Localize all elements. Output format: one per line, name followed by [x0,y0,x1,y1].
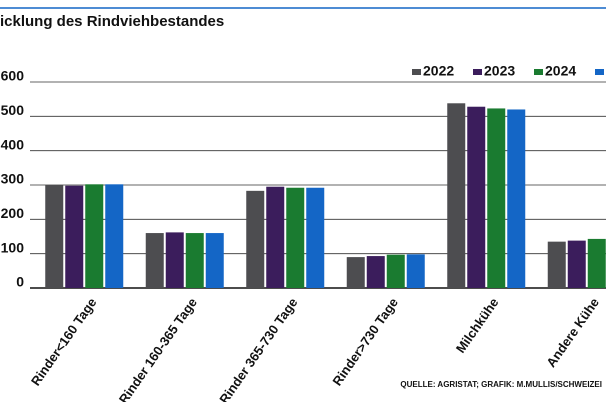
chart-title: icklung des Rindviehbestandes [0,13,224,30]
x-tick-label: Rinder 365-730 Tage [216,295,300,402]
legend-swatch [534,69,543,75]
x-tick-label: Rinder 160-365 Tage [116,295,200,402]
bar [85,184,104,288]
legend-label: 2022 [423,63,454,79]
y-tick-label: 200 [1,205,25,221]
bar [105,184,124,288]
bar [286,187,305,288]
bar [447,103,466,288]
bar [246,190,265,288]
legend-swatch [595,69,604,75]
bar [45,185,64,288]
bar [266,186,285,288]
bar [567,240,586,288]
x-tick-label: Milchkühe [453,295,502,356]
bar [306,187,325,288]
bar [145,233,164,288]
y-tick-label: 500 [1,102,25,118]
bar [386,254,405,288]
legend-swatch [412,69,421,75]
y-tick-label: 400 [1,136,25,152]
source: QUELLE: AGRISTAT; GRAFIK: M.MULLIS/SCHWE… [400,380,602,389]
y-tick-label: 300 [1,171,25,187]
bar [587,238,606,288]
bar [467,106,486,288]
bar [65,185,84,288]
y-tick-label: 600 [1,68,25,84]
x-tick-label: Rinder<160 Tage [28,295,100,388]
legend-label: 2024 [545,63,576,79]
bar [205,233,224,288]
bar [185,233,204,288]
y-tick-label: 100 [1,239,25,255]
y-tick-label: 0 [16,274,24,290]
legend-label: 2023 [484,63,515,79]
bar [547,241,566,288]
bar [406,254,425,288]
bar [346,257,365,288]
legend-swatch [473,69,482,75]
bar [165,232,184,288]
bar [487,108,506,288]
bar [507,109,526,288]
x-tick-label: Rinder>730 Tage [329,295,401,388]
x-tick-label: Andere Kühe [543,295,602,370]
bar [366,256,385,288]
